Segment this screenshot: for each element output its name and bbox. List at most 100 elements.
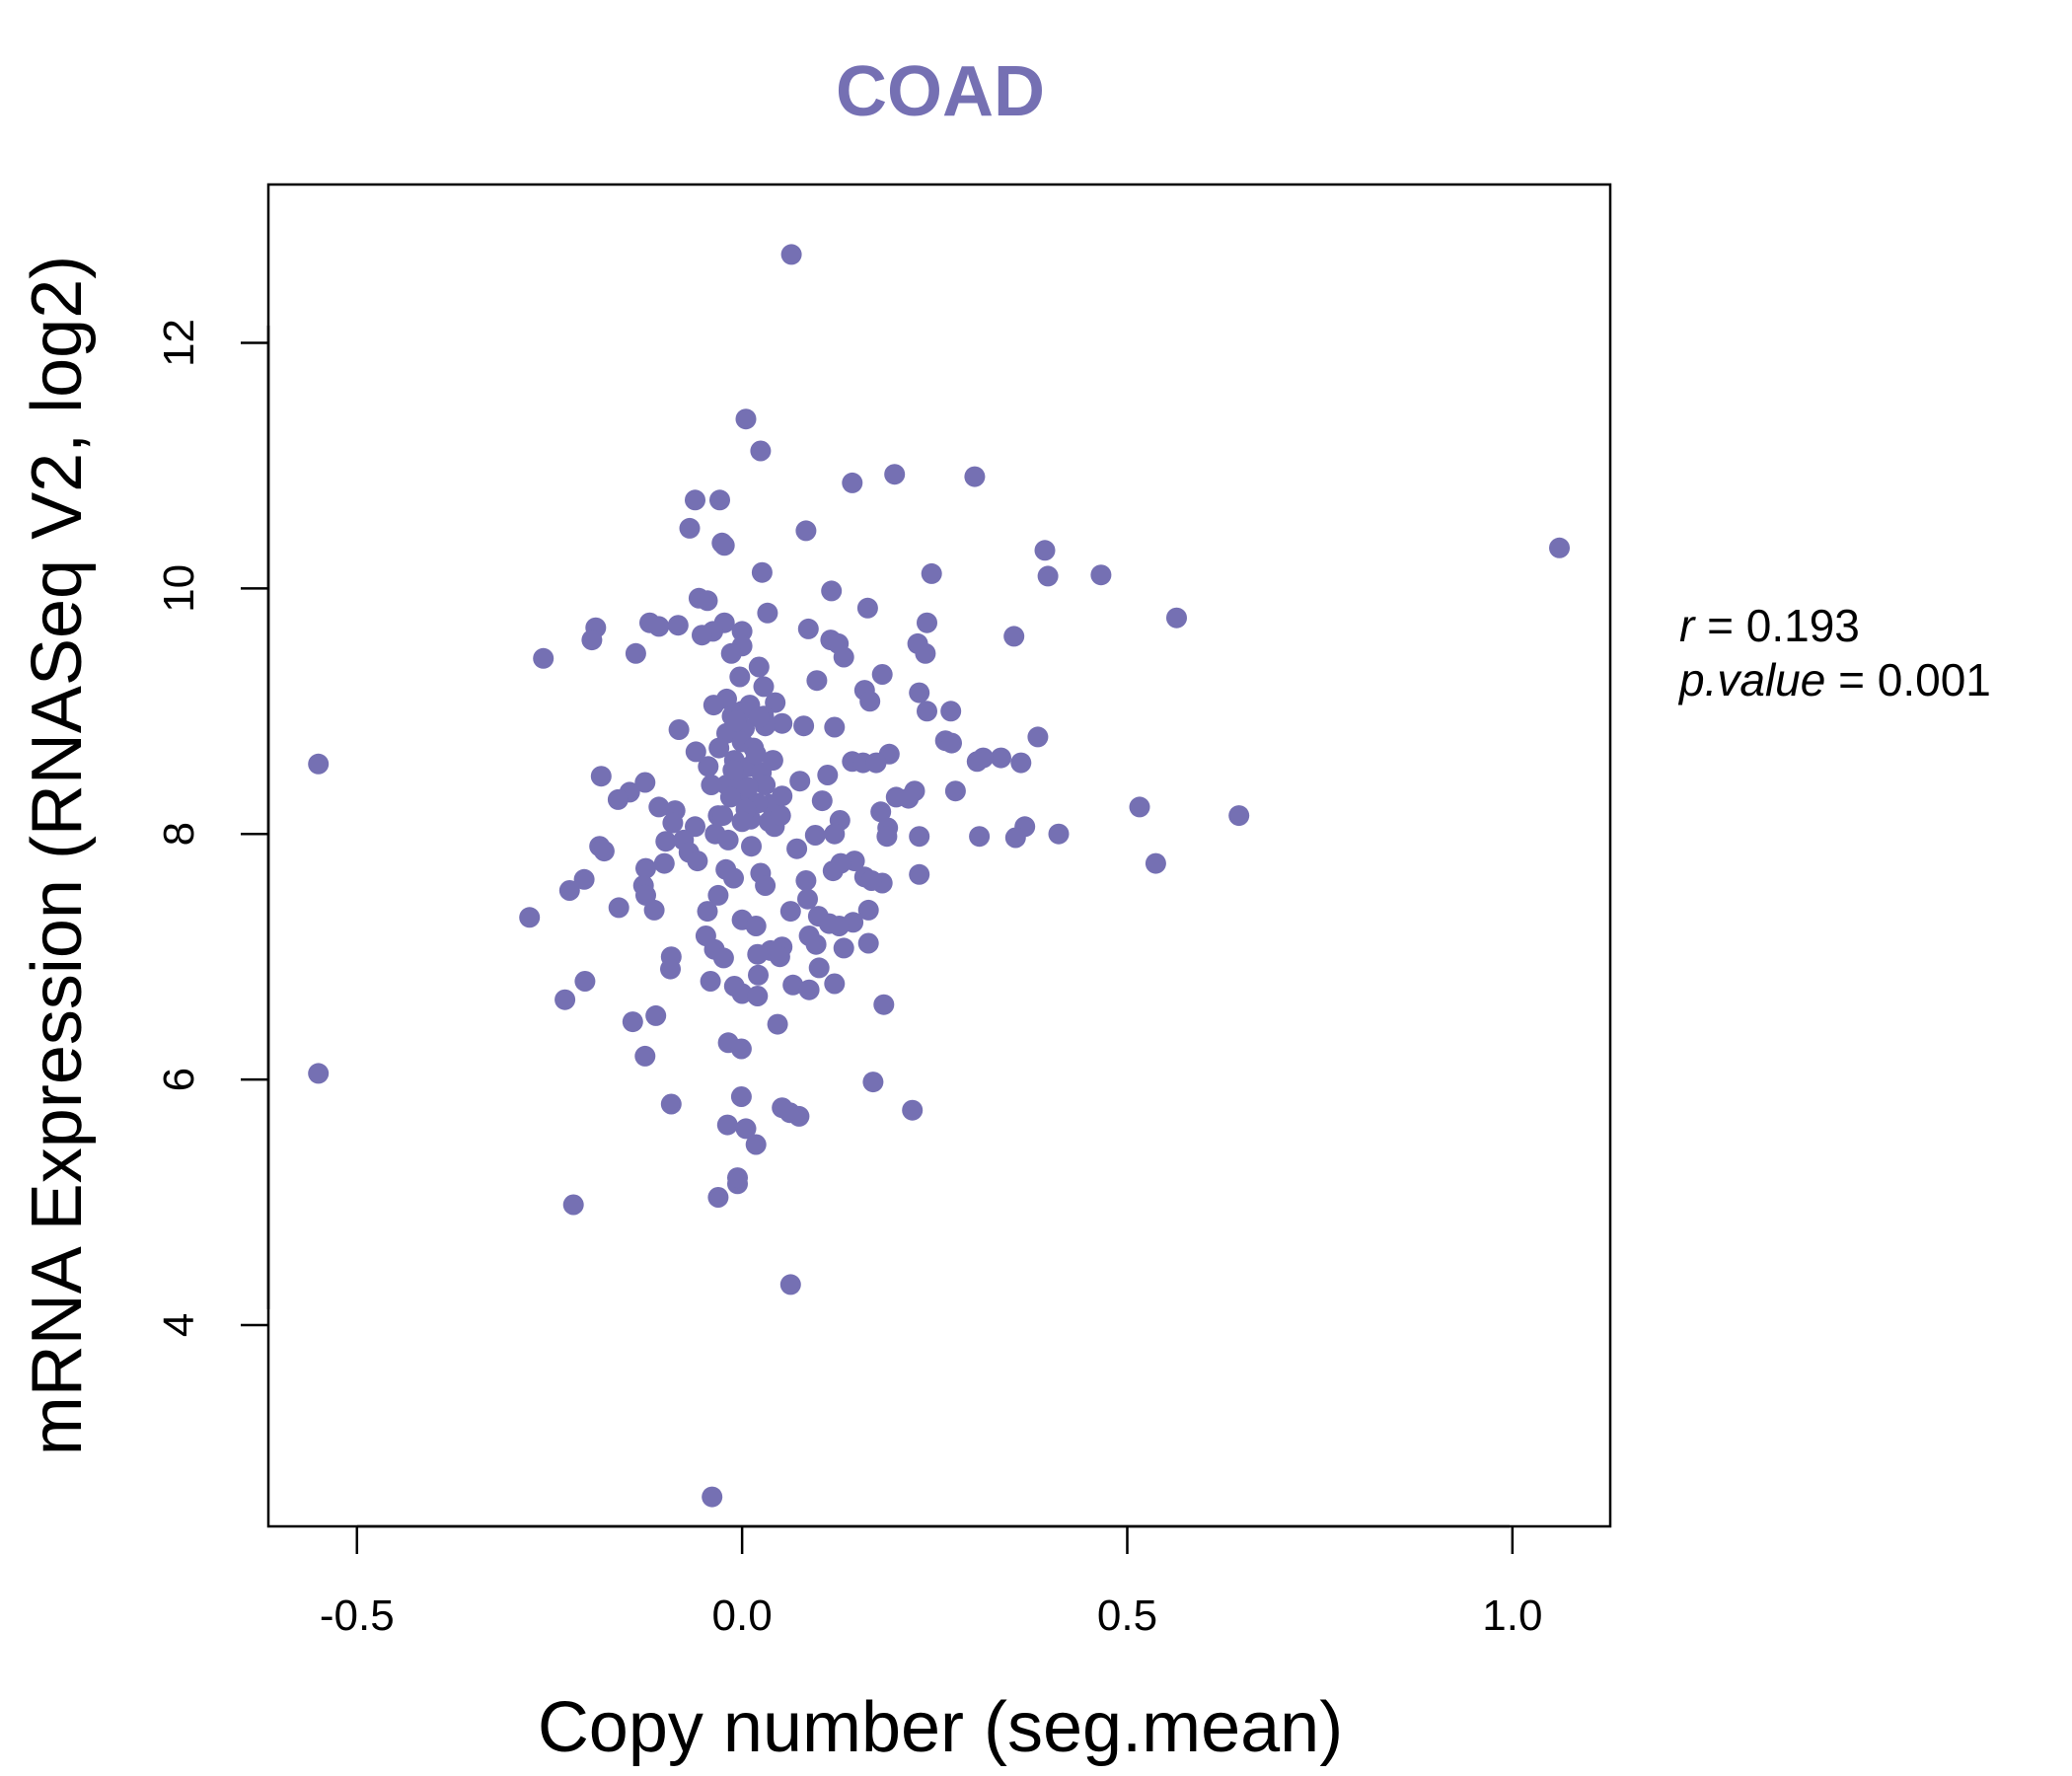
data-point	[745, 743, 767, 765]
data-point	[701, 775, 722, 795]
data-point	[635, 857, 656, 879]
y-tick-label: 8	[155, 822, 203, 846]
data-point	[707, 884, 729, 906]
y-axis: 4 6 8 10 12	[155, 319, 270, 1337]
data-point	[862, 1072, 884, 1093]
data-point	[574, 971, 596, 992]
data-point	[751, 561, 773, 583]
data-point	[811, 790, 833, 812]
data-point	[789, 771, 811, 792]
data-point	[660, 958, 681, 980]
p-eq: =	[1838, 654, 1878, 705]
y-tick-label: 6	[155, 1068, 203, 1091]
data-point	[842, 472, 863, 493]
data-point	[653, 852, 675, 874]
data-point	[581, 629, 603, 651]
data-point	[708, 737, 730, 759]
y-tick-label: 4	[155, 1313, 203, 1337]
data-point	[722, 760, 744, 780]
data-point	[780, 244, 802, 265]
data-point	[692, 625, 712, 646]
data-point	[1228, 805, 1250, 827]
data-point	[772, 712, 793, 734]
data-point	[645, 1004, 667, 1026]
x-axis: -0.5 0.0 0.5 1.0	[320, 1524, 1542, 1640]
data-point	[747, 986, 769, 1006]
data-point	[607, 788, 629, 810]
data-point	[697, 901, 718, 923]
data-point	[725, 710, 747, 732]
data-point	[730, 1038, 752, 1060]
data-point	[308, 1063, 330, 1084]
data-point	[797, 618, 819, 639]
data-point	[727, 1167, 748, 1189]
data-point	[731, 811, 753, 833]
y-axis-title: mRNA Expression (RNASeq V2, log2)	[18, 256, 97, 1455]
data-point	[712, 947, 734, 969]
data-point	[700, 971, 721, 992]
data-point	[902, 1099, 924, 1121]
data-point	[737, 777, 759, 798]
data-point	[941, 732, 962, 754]
data-point	[748, 656, 770, 678]
data-point	[731, 983, 753, 1004]
data-point	[723, 867, 744, 889]
data-point	[533, 647, 555, 669]
data-point	[662, 812, 684, 834]
data-point	[859, 691, 881, 712]
data-point	[745, 1134, 767, 1155]
data-point	[1003, 626, 1025, 647]
data-point	[798, 979, 820, 1000]
data-point	[558, 880, 580, 901]
data-point	[634, 772, 656, 793]
data-point	[712, 805, 734, 827]
x-tick-label: 0.0	[712, 1591, 773, 1640]
data-point	[991, 747, 1011, 769]
data-point	[748, 706, 770, 728]
data-point	[519, 907, 541, 928]
data-point	[940, 701, 962, 722]
svg-text:r = 0.193: r = 0.193	[1679, 600, 1860, 651]
data-point	[782, 974, 804, 996]
data-point	[966, 751, 988, 773]
data-point	[804, 825, 826, 846]
data-point	[805, 933, 827, 955]
data-point	[833, 937, 854, 959]
data-point	[793, 715, 815, 737]
data-point	[1129, 796, 1150, 818]
data-point	[870, 801, 892, 823]
data-point	[898, 787, 920, 809]
data-point	[697, 590, 718, 612]
data-point	[769, 946, 790, 968]
data-point	[876, 826, 898, 848]
data-point	[707, 1187, 729, 1208]
data-point	[909, 826, 930, 848]
data-point	[634, 1045, 656, 1067]
data-point	[709, 489, 730, 511]
data-point	[735, 1118, 757, 1140]
data-point	[755, 875, 777, 896]
data-point	[660, 1093, 682, 1115]
data-point	[969, 826, 991, 848]
data-point	[767, 1013, 788, 1035]
data-point	[779, 901, 801, 923]
y-tick-label: 10	[155, 564, 203, 613]
data-point	[873, 994, 895, 1015]
data-point	[1549, 537, 1570, 558]
data-point	[730, 1086, 752, 1107]
data-point	[757, 602, 778, 624]
data-point	[655, 831, 677, 852]
data-point	[884, 464, 906, 485]
data-point	[755, 775, 777, 795]
data-point	[795, 520, 817, 542]
data-point	[817, 765, 839, 785]
data-point	[685, 741, 706, 763]
data-point	[1166, 607, 1187, 629]
plot-frame	[266, 183, 1612, 1528]
data-point	[921, 562, 942, 584]
data-point	[679, 517, 701, 539]
data-point	[821, 580, 843, 602]
data-point	[1027, 726, 1049, 748]
data-point	[833, 646, 854, 668]
data-point	[856, 597, 878, 619]
